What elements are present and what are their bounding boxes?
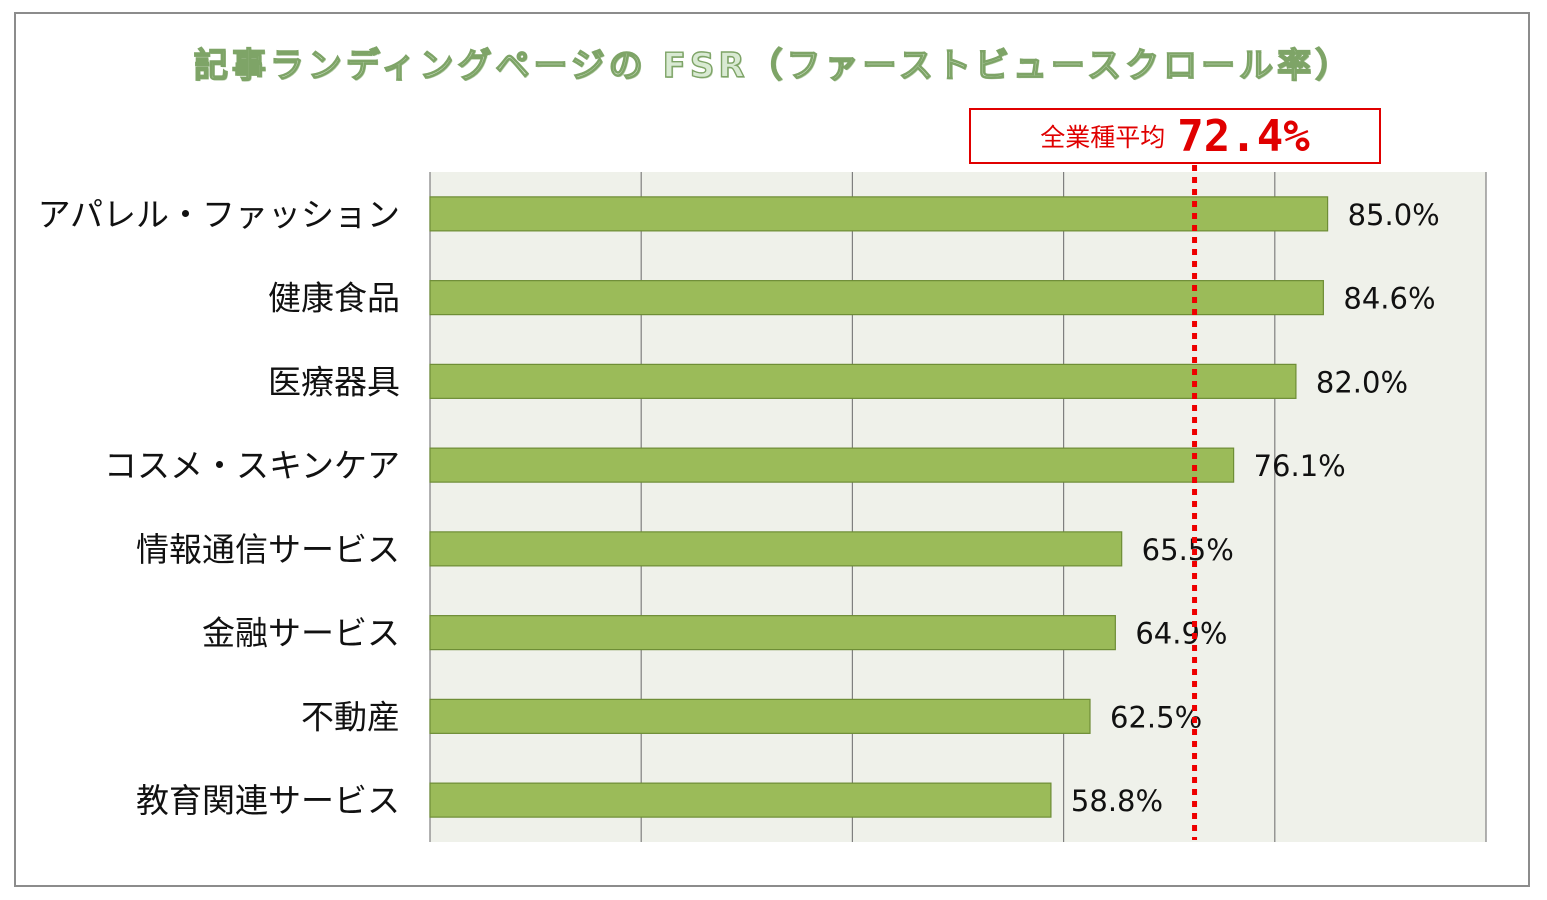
category-label: 不動産 (301, 697, 400, 736)
bar (429, 531, 1123, 567)
bars (429, 196, 1329, 818)
category-label: 医療器具 (268, 362, 400, 401)
category-label: コスメ・スキンケア (104, 446, 400, 485)
plot-background (430, 172, 1486, 842)
bar (429, 447, 1235, 483)
data-label: 64.9% (1135, 617, 1227, 651)
data-label: 65.5% (1142, 533, 1234, 567)
data-label: 84.6% (1343, 282, 1435, 316)
average-label: 全業種平均 (1040, 123, 1166, 152)
data-label: 85.0% (1348, 198, 1440, 232)
data-label: 76.1% (1254, 449, 1346, 483)
category-labels: アパレル・ファッション健康食品医療器具コスメ・スキンケア情報通信サービス金融サー… (38, 195, 400, 820)
chart-title: 記事ランディングページの FSR（ファーストビュースクロール率） (193, 45, 1354, 86)
category-label: 金融サービス (202, 614, 400, 653)
bar (429, 280, 1324, 316)
bar (429, 782, 1052, 818)
data-label: 82.0% (1316, 365, 1408, 399)
category-label: 健康食品 (268, 279, 400, 318)
bar (429, 698, 1091, 734)
average-callout: 全業種平均 72.4% (969, 108, 1381, 164)
category-label: 情報通信サービス (136, 530, 400, 569)
value-labels: 85.0% 84.6% 82.0% 76.1% 65.5% 64.9% 62.5% 58.8% (1071, 198, 1440, 818)
bar (429, 363, 1297, 399)
bar (429, 615, 1116, 651)
data-label: 58.8% (1071, 784, 1163, 818)
average-value: 72.4% (1177, 110, 1310, 162)
bar (429, 196, 1329, 232)
category-label: アパレル・ファッション (38, 195, 400, 234)
category-label: 教育関連サービス (136, 781, 400, 820)
data-label: 62.5% (1110, 700, 1202, 734)
